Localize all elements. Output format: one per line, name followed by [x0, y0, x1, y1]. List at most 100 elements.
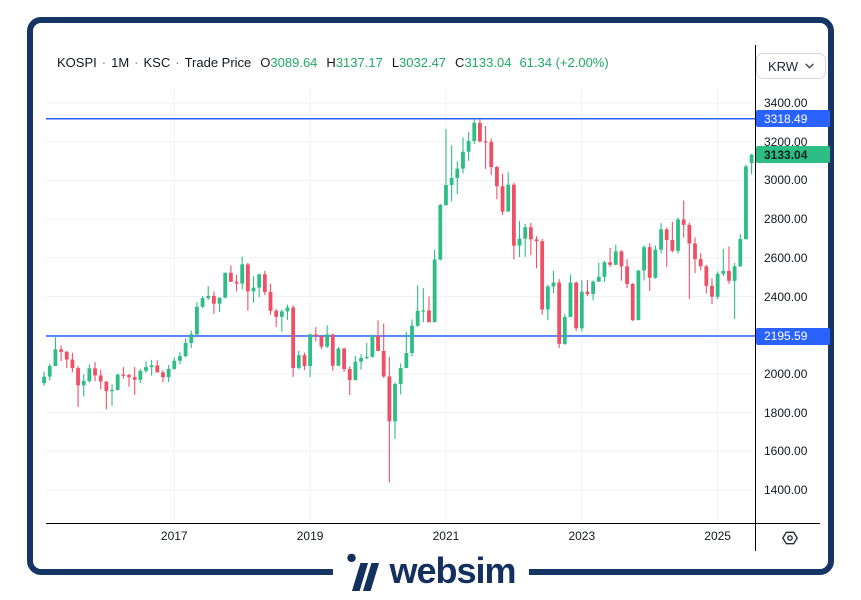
candle-body: [251, 287, 256, 292]
candle-body: [87, 368, 92, 382]
candle-body: [53, 349, 58, 366]
candle-body: [115, 374, 120, 390]
candle-body: [528, 227, 533, 240]
candle-body: [262, 274, 267, 293]
ohlc-open: O3089.64: [260, 55, 318, 70]
candle-body: [342, 348, 346, 370]
candle-body: [738, 239, 743, 267]
chevron-down-icon: [805, 63, 814, 69]
candle-body: [710, 285, 714, 297]
candle-body: [144, 367, 148, 371]
candle-body: [478, 122, 482, 142]
candle-body: [602, 262, 607, 277]
candle-body: [268, 292, 273, 311]
chart-legend[interactable]: KOSPI · 1M · KSC · Trade Price O3089.64 …: [57, 55, 609, 71]
candle-body: [212, 295, 216, 304]
candle-body: [381, 350, 386, 377]
candle-body: [330, 334, 335, 366]
candle-body: [189, 334, 194, 343]
candle-body: [568, 282, 573, 318]
settings-gear-icon[interactable]: [780, 528, 800, 548]
candle-body: [308, 334, 313, 366]
ohlc-close: C3133.04: [455, 55, 512, 70]
candle-body: [647, 247, 652, 278]
candle-body: [149, 365, 154, 368]
candle-body: [466, 140, 471, 152]
candle-body: [370, 335, 375, 357]
series-label: Trade Price: [184, 55, 252, 70]
candle-body: [234, 281, 239, 284]
websim-wordmark: websim: [389, 550, 516, 591]
candle-body: [172, 360, 177, 369]
candle-body: [279, 311, 284, 317]
candle-body: [630, 283, 635, 321]
candle-body: [545, 286, 550, 310]
ohlc-low: L3032.47: [391, 55, 447, 70]
candle-body: [721, 270, 726, 274]
candle-body: [217, 297, 222, 304]
candle-body: [444, 185, 448, 205]
exchange-label: KSC: [143, 55, 171, 70]
candle-body: [245, 264, 250, 292]
price-tick-label: 3400.00: [764, 96, 808, 110]
candle-body: [472, 122, 477, 141]
candle-body: [223, 272, 228, 298]
candle-body: [59, 349, 63, 352]
candle-body: [76, 368, 80, 386]
candle-body: [398, 368, 403, 384]
candle-body: [551, 282, 556, 287]
candle-body: [540, 241, 545, 310]
candle-body: [421, 310, 426, 312]
candle-body: [653, 249, 658, 278]
candle-body: [240, 264, 245, 284]
candle-body: [506, 184, 511, 212]
price-tick-label: 2600.00: [764, 250, 808, 265]
last-price-label: 3133.04: [756, 146, 830, 164]
candle-body: [517, 238, 522, 246]
candle-body: [727, 270, 731, 281]
candle-body: [132, 377, 137, 380]
candle-body: [557, 282, 562, 344]
candle-body: [393, 383, 397, 422]
candle-body: [404, 353, 409, 369]
price-tick-label: 1400.00: [764, 483, 808, 497]
candle-body: [127, 375, 131, 378]
candle-body: [461, 151, 465, 169]
time-tick-label: 2021: [432, 529, 460, 543]
candle-body: [585, 291, 590, 294]
candle-body: [336, 348, 341, 366]
candle-body: [98, 375, 103, 382]
candle-body: [93, 368, 97, 376]
price-tick-label: 1800.00: [764, 405, 808, 420]
candle-body: [619, 251, 624, 267]
candle-body: [744, 166, 748, 240]
candle-body: [427, 310, 431, 323]
price-line-label-low: 2195.59: [756, 327, 830, 345]
candle-body: [387, 376, 392, 422]
candle-body: [704, 266, 709, 286]
candle-body: [659, 229, 663, 250]
candle-body: [534, 239, 539, 242]
candle-body: [489, 141, 494, 168]
candle-body: [438, 204, 443, 260]
candle-body: [410, 325, 414, 354]
candle-body: [121, 374, 126, 376]
candle-body: [64, 351, 69, 360]
candle-body: [183, 342, 188, 357]
candle-body: [432, 259, 437, 323]
candle-body: [195, 306, 199, 335]
price-change: 61.34 (+2.00%): [519, 55, 609, 70]
candle-body: [47, 365, 52, 377]
time-tick-label: 2019: [296, 529, 324, 543]
candle-body: [681, 219, 686, 225]
candle-body: [500, 186, 505, 212]
candle-body: [353, 361, 358, 381]
candle-body: [562, 317, 567, 344]
price-line-label-high: 3318.49: [756, 110, 830, 128]
currency-selector[interactable]: KRW: [756, 53, 826, 79]
candle-body: [364, 356, 369, 359]
candle-body: [274, 310, 279, 317]
candle-body: [291, 307, 296, 369]
